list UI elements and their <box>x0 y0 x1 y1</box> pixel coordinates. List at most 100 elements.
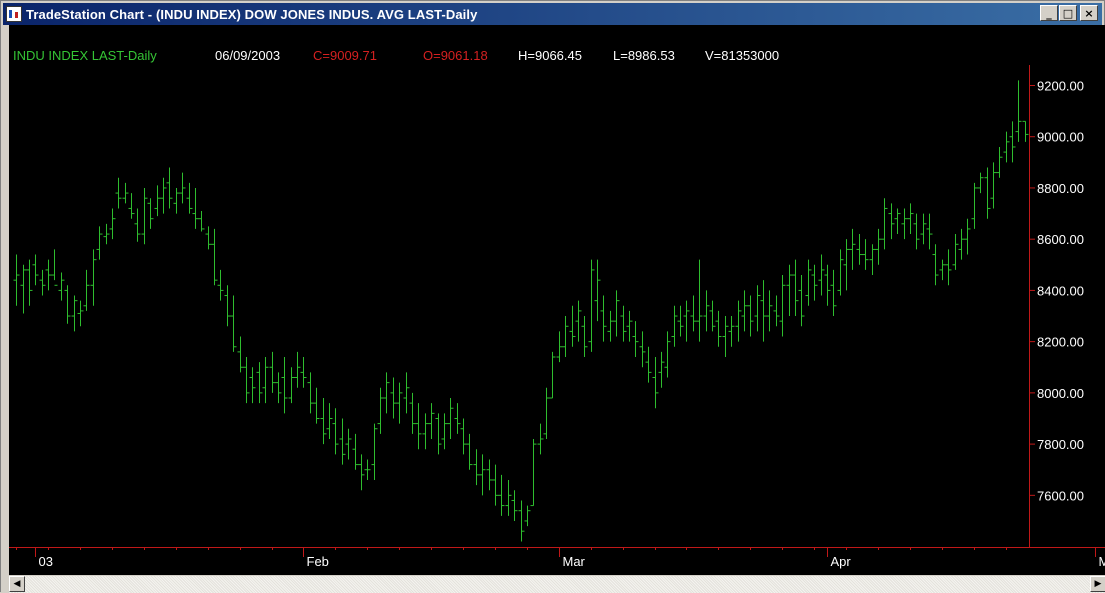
ohlc-bar <box>493 465 499 506</box>
ohlc-bar <box>787 265 793 316</box>
ohlc-bar <box>863 239 869 270</box>
ohlc-bar <box>825 265 831 306</box>
ohlc-bar <box>953 234 959 270</box>
ohlc-bar <box>404 372 410 413</box>
ohlc-bar <box>774 296 780 327</box>
ohlc-bar <box>627 311 633 342</box>
ohlc-bar <box>91 249 97 305</box>
ohlc-bar <box>218 270 224 301</box>
y-tick-label: 8000.00 <box>1037 386 1084 401</box>
ohlc-bar <box>710 301 716 332</box>
ohlc-bar <box>838 249 844 295</box>
ohlc-bar <box>455 403 461 434</box>
ohlc-bar <box>985 167 991 218</box>
ohlc-bar <box>442 413 448 449</box>
ohlc-bar <box>723 316 729 357</box>
scroll-right-icon[interactable]: ▶ <box>1090 576 1105 592</box>
ohlc-bar <box>882 198 888 249</box>
minimize-button[interactable]: _ <box>1040 5 1058 21</box>
maximize-button[interactable]: □ <box>1059 5 1077 21</box>
ohlc-bar <box>225 285 231 326</box>
ohlc-bar <box>167 167 173 208</box>
ohlc-bar <box>199 211 205 231</box>
ohlc-bar <box>965 219 971 255</box>
ohlc-bar <box>52 249 58 285</box>
ohlc-bar <box>314 388 320 424</box>
ohlc-bar <box>378 388 384 434</box>
ohlc-bar <box>978 173 984 193</box>
ohlc-bar <box>621 306 627 342</box>
scroll-left-icon[interactable]: ◀ <box>9 576 25 592</box>
ohlc-bar <box>557 331 563 362</box>
ohlc-bar <box>895 208 901 234</box>
ohlc-bar <box>991 162 997 208</box>
title-bar[interactable]: TradeStation Chart - (INDU INDEX) DOW JO… <box>3 3 1102 25</box>
ohlc-bar <box>21 265 27 314</box>
ohlc-bar <box>761 280 767 341</box>
ohlc-bar <box>729 316 735 347</box>
ohlc-bar <box>889 203 895 239</box>
ohlc-bar <box>14 255 20 306</box>
ohlc-bar <box>480 454 486 495</box>
ohlc-chart[interactable]: 9200.009000.008800.008600.008400.008200.… <box>9 45 1105 575</box>
ohlc-bar <box>135 208 141 241</box>
ohlc-bar <box>736 301 742 342</box>
ohlc-bar <box>142 188 148 244</box>
ohlc-bar <box>40 270 46 296</box>
y-tick-label: 9200.00 <box>1037 78 1084 93</box>
ohlc-bar <box>870 244 876 275</box>
window-controls: _ □ × <box>1039 5 1098 21</box>
window-left-frame <box>1 25 9 593</box>
ohlc-bar <box>876 229 882 265</box>
ohlc-bar <box>257 362 263 403</box>
ohlc-bar <box>206 226 212 249</box>
ohlc-bar <box>397 383 403 424</box>
ohlc-bar <box>697 260 703 342</box>
ohlc-bar <box>691 296 697 332</box>
ohlc-bar <box>78 301 84 327</box>
x-tick-label: 03 <box>39 554 53 569</box>
ohlc-bar <box>295 352 301 388</box>
ohlc-bar <box>353 434 359 470</box>
ohlc-bar <box>997 147 1003 178</box>
y-tick-label: 8200.00 <box>1037 335 1084 350</box>
ohlc-bar <box>161 178 167 214</box>
ohlc-bar <box>448 398 454 439</box>
window-title: TradeStation Chart - (INDU INDEX) DOW JO… <box>26 7 477 22</box>
ohlc-bar <box>270 352 276 393</box>
ohlc-bar <box>589 260 595 352</box>
x-tick-label: Apr <box>831 554 852 569</box>
ohlc-bar <box>238 337 244 373</box>
ohlc-bar <box>59 272 65 300</box>
ohlc-bar <box>850 229 856 270</box>
ohlc-bar <box>244 357 250 403</box>
ohlc-bar <box>972 183 978 229</box>
horizontal-scrollbar[interactable]: ◀ ▶ <box>9 575 1105 593</box>
ohlc-bar <box>263 357 269 403</box>
ohlc-bar <box>704 290 710 331</box>
close-button[interactable]: × <box>1080 5 1098 21</box>
ohlc-bar <box>308 372 314 413</box>
ohlc-bar <box>742 290 748 331</box>
ohlc-bar <box>46 260 52 291</box>
ohlc-bar <box>819 255 825 296</box>
ohlc-bar <box>767 290 773 331</box>
ohlc-bar <box>595 260 601 321</box>
ohlc-bar <box>155 185 161 216</box>
ohlc-bar <box>1023 121 1029 141</box>
ohlc-bar <box>614 290 620 336</box>
ohlc-bar <box>187 183 193 214</box>
ohlc-bar <box>531 439 537 506</box>
header-volume: V=81353000 <box>705 48 779 63</box>
ohlc-bar <box>148 198 154 229</box>
tradestation-app-icon[interactable] <box>6 6 22 22</box>
ohlc-bar <box>716 311 722 347</box>
ohlc-bar <box>780 275 786 336</box>
ohlc-bar <box>1016 80 1022 141</box>
header-high: H=9066.45 <box>518 48 582 63</box>
ohlc-bar <box>65 285 71 323</box>
ohlc-bar <box>608 311 614 342</box>
ohlc-bar <box>282 357 288 413</box>
ohlc-bar <box>793 260 799 316</box>
